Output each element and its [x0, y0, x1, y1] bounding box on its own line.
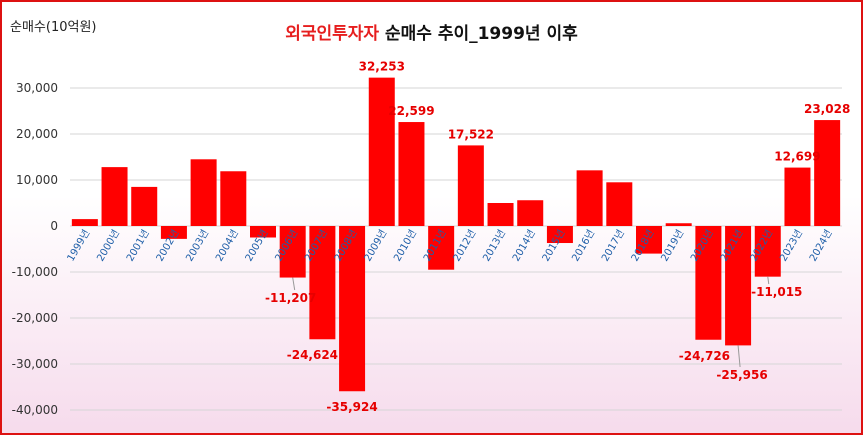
data-label: 22,599 [388, 104, 434, 118]
x-tick-label: 2009년 [362, 228, 390, 264]
x-tick-label: 2023년 [777, 228, 805, 264]
data-label: -35,924 [326, 400, 377, 414]
y-tick-label: -40,000 [12, 403, 58, 417]
y-tick-label: -20,000 [12, 311, 58, 325]
data-label-leader [767, 276, 770, 285]
x-tick-label: 2019년 [659, 228, 687, 264]
chart-title: 외국인투자자 순매수 추이_1999년 이후 [0, 19, 863, 44]
data-label: -25,956 [716, 368, 767, 382]
data-label: 32,253 [359, 60, 405, 74]
chart-title-rest: 순매수 추이_1999년 이후 [379, 24, 578, 44]
bar [71, 219, 98, 226]
y-tick-label: 20,000 [16, 127, 58, 141]
x-tick-label: 2003년 [183, 228, 211, 264]
y-unit-label: 순매수(10억원) [10, 20, 97, 35]
bar [636, 226, 662, 254]
x-tick-label: 2024년 [807, 228, 835, 264]
y-tick-label: 10,000 [16, 173, 58, 187]
data-label: -24,726 [679, 349, 730, 363]
bar [695, 226, 722, 340]
x-tick-label: 2012년 [451, 228, 479, 264]
x-tick-label: 2001년 [124, 228, 152, 264]
x-tick-label: 2004년 [213, 227, 241, 263]
data-label: 12,699 [774, 150, 820, 164]
bar [457, 145, 484, 226]
x-tick-label: 2014년 [510, 228, 538, 264]
bar [398, 122, 425, 226]
bar [101, 167, 128, 226]
data-label: 17,522 [448, 127, 494, 141]
bar [339, 226, 366, 392]
x-tick-label: 1999년 [65, 228, 93, 264]
data-label: -11,207 [265, 291, 316, 305]
x-tick-label: 2013년 [480, 228, 508, 264]
bar [131, 186, 158, 226]
bar [309, 226, 336, 340]
bar [576, 170, 603, 226]
bar [517, 200, 544, 226]
y-tick-label: -30,000 [12, 357, 58, 371]
bar [250, 226, 276, 238]
data-label: -24,624 [287, 348, 338, 362]
bar [279, 226, 306, 278]
x-tick-label: 2010년 [391, 228, 419, 264]
x-tick-label: 2017년 [599, 228, 627, 264]
chart-title-highlight: 외국인투자자 [285, 24, 380, 44]
bar [725, 226, 752, 346]
y-tick-label: 30,000 [16, 81, 58, 95]
bar [546, 226, 573, 244]
bar [606, 182, 633, 226]
data-label: -11,015 [751, 285, 802, 299]
bar [784, 167, 811, 226]
bar [754, 226, 781, 277]
y-tick-label: 0 [50, 219, 58, 233]
bar [665, 223, 692, 226]
bar [220, 171, 247, 226]
y-tick-label: -10,000 [12, 265, 58, 279]
bar [190, 159, 217, 226]
bar [814, 120, 841, 226]
bar [487, 203, 514, 226]
data-label: 23,028 [804, 102, 850, 116]
bar [160, 226, 187, 239]
bar [428, 226, 455, 270]
data-label-leader [292, 277, 296, 291]
x-tick-label: 2016년 [569, 228, 597, 264]
data-label-leader [737, 345, 741, 368]
x-tick-label: 2000년 [94, 228, 122, 264]
bar [368, 77, 395, 226]
